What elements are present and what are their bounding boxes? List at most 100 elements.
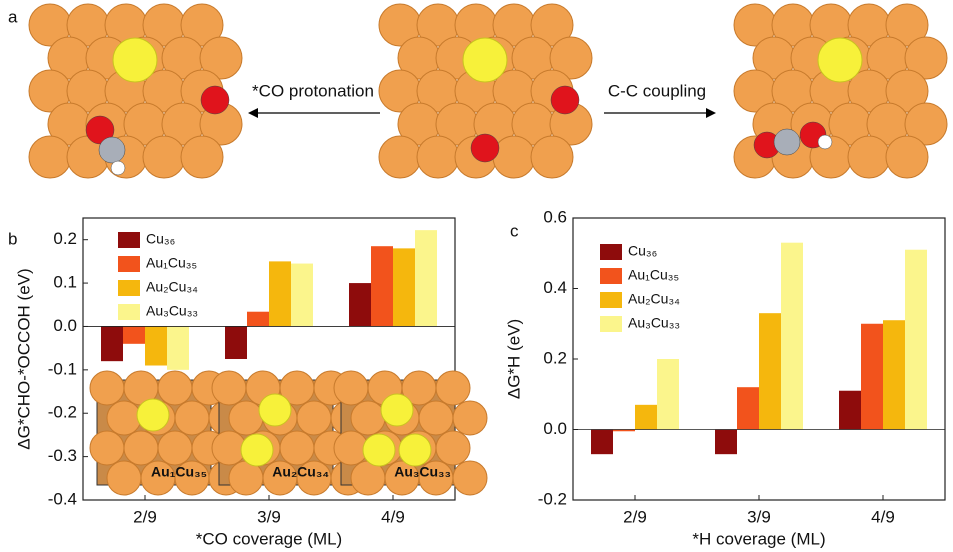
cu-atom — [885, 3, 929, 47]
legend-swatch — [118, 304, 140, 320]
cu-atom — [28, 135, 72, 179]
arrow-head — [706, 108, 716, 118]
adsorbate-atom — [550, 85, 580, 115]
inset-label: Au₂Cu₃₄ — [272, 464, 329, 480]
au-atom — [462, 37, 508, 83]
cu-atom — [418, 400, 454, 436]
bar — [781, 242, 803, 430]
cu-atom — [492, 135, 536, 179]
cu-atom — [549, 36, 593, 80]
legend-swatch — [118, 280, 140, 296]
cu-atom — [378, 135, 422, 179]
legend-label: Au₁Cu₃₅ — [628, 267, 679, 283]
bar — [167, 326, 189, 370]
cu-atom — [123, 430, 159, 466]
y-tick-label: -0.2 — [538, 489, 567, 508]
x-axis-label: *H coverage (ML) — [692, 529, 825, 548]
surface-model — [378, 3, 593, 179]
bar — [101, 326, 123, 362]
bar — [715, 429, 737, 455]
y-tick-label: -0.2 — [48, 403, 77, 422]
cu-atom — [885, 135, 929, 179]
cu-atom — [89, 430, 125, 466]
legend-swatch — [600, 292, 622, 308]
cu-atom — [180, 135, 224, 179]
legend-label: Cu₃₆ — [146, 231, 175, 247]
adsorbate-atom — [110, 160, 126, 176]
y-tick-label: -0.1 — [48, 359, 77, 378]
bar — [123, 326, 145, 344]
cu-atom — [435, 370, 471, 406]
arrow-label: *CO protonation — [252, 81, 374, 100]
x-tick-label: 2/9 — [623, 507, 647, 526]
legend-label: Au₂Cu₃₄ — [146, 279, 198, 295]
cu-atom — [452, 400, 488, 436]
cu-atom — [157, 430, 193, 466]
y-tick-label: 0.2 — [543, 348, 567, 367]
cu-atom — [180, 3, 224, 47]
cu-atom — [106, 400, 142, 436]
cu-atom — [296, 400, 332, 436]
adsorbate-atom — [470, 133, 500, 163]
bar — [247, 311, 269, 327]
adsorbate-atom — [817, 134, 833, 150]
bar — [839, 390, 861, 430]
legend-label: Au₃Cu₃₃ — [146, 303, 198, 319]
legend-swatch — [600, 244, 622, 260]
bar — [591, 429, 613, 455]
bar — [291, 263, 313, 327]
y-tick-label: -0.4 — [48, 489, 77, 508]
legend-swatch — [118, 256, 140, 272]
bar — [415, 230, 437, 327]
au-atom — [136, 398, 170, 432]
au-atom — [240, 433, 274, 467]
cu-atom — [530, 3, 574, 47]
au-atom — [362, 433, 396, 467]
au-atom — [817, 37, 863, 83]
au-atom — [258, 393, 292, 427]
y-tick-label: -0.3 — [48, 446, 77, 465]
y-tick-label: 0.1 — [53, 273, 77, 292]
bar — [759, 313, 781, 430]
legend-label: Cu₃₆ — [628, 243, 657, 259]
cu-atom — [530, 135, 574, 179]
cu-atom — [435, 430, 471, 466]
bar — [613, 429, 635, 432]
legend-label: Au₁Cu₃₅ — [146, 255, 197, 271]
panel-label: b — [8, 229, 17, 248]
cu-atom — [333, 370, 369, 406]
x-tick-label: 4/9 — [871, 507, 895, 526]
cu-atom — [211, 370, 247, 406]
bar — [349, 283, 371, 327]
x-axis-label: *CO coverage (ML) — [196, 529, 342, 548]
x-tick-label: 4/9 — [381, 507, 405, 526]
cu-atom — [452, 460, 488, 496]
cu-atom — [199, 36, 243, 80]
y-tick-label: 0.2 — [53, 229, 77, 248]
cu-atom — [142, 135, 186, 179]
adsorbate-atom — [773, 128, 801, 156]
bar — [371, 246, 393, 327]
bar — [225, 326, 247, 359]
au-atom — [398, 433, 432, 467]
bar — [905, 249, 927, 430]
adsorbate-atom — [98, 136, 126, 164]
cu-atom — [106, 460, 142, 496]
y-axis-label: ΔG*H (eV) — [504, 319, 523, 399]
cu-atom — [416, 135, 460, 179]
cu-atom — [847, 135, 891, 179]
cu-atom — [885, 69, 929, 113]
legend-swatch — [600, 268, 622, 284]
bar — [883, 320, 905, 430]
x-tick-label: 3/9 — [257, 507, 281, 526]
bar — [657, 359, 679, 430]
panel-label: c — [510, 221, 519, 240]
arrow-head — [248, 108, 258, 118]
y-tick-label: 0.4 — [543, 278, 567, 297]
x-tick-label: 2/9 — [133, 507, 157, 526]
cu-atom — [350, 400, 386, 436]
y-tick-label: 0.0 — [53, 316, 77, 335]
bar — [737, 387, 759, 430]
y-tick-label: 0.0 — [543, 419, 567, 438]
surface-model — [733, 3, 948, 179]
